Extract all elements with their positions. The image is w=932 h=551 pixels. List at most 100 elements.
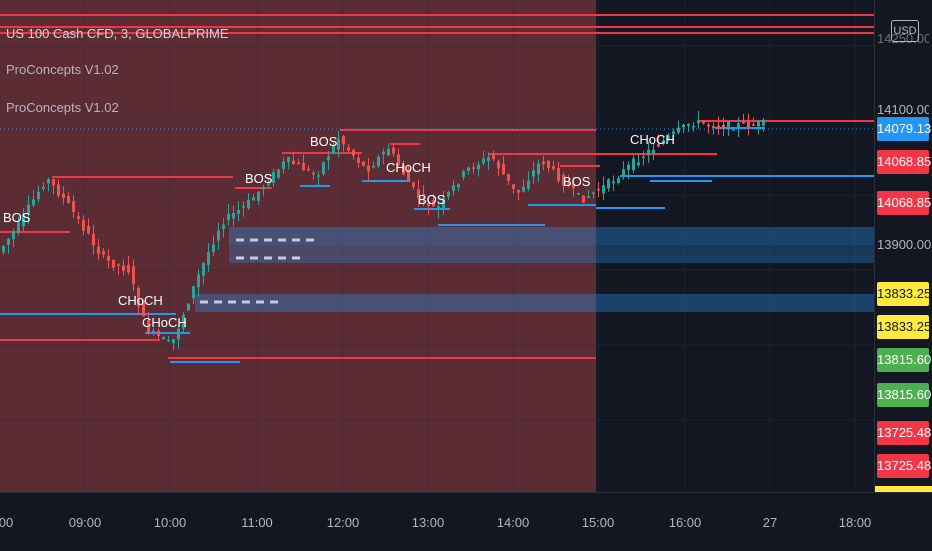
price-label: 13833.25 (877, 282, 931, 306)
price-label: 13900.00 (877, 237, 932, 252)
candle-body (367, 165, 370, 172)
candle-body (72, 201, 75, 212)
candle-body (117, 264, 120, 266)
candle-body (317, 175, 320, 177)
candle-body (762, 120, 765, 126)
time-label: 09:00 (68, 515, 102, 530)
candle-body (197, 274, 200, 288)
currency-button[interactable]: USD (891, 20, 919, 42)
candle-body (47, 179, 50, 184)
candle-body (562, 174, 565, 186)
candle-body (137, 287, 140, 307)
candle-body (227, 213, 230, 221)
candle-body (667, 135, 670, 140)
candle-body (347, 147, 350, 151)
candle-body (647, 149, 650, 156)
indicator-legend[interactable]: ProConcepts V1.02 (6, 62, 119, 77)
candle-body (337, 138, 340, 150)
candle-body (202, 263, 205, 276)
candle-body (537, 163, 540, 175)
price-label: 14068.85 (877, 191, 931, 215)
candle-body (212, 244, 215, 252)
candle-body (352, 149, 355, 156)
time-label: 16:00 (668, 515, 702, 530)
candle-body (617, 178, 620, 183)
price-axis[interactable]: USD 14250.00 14100.00 14079.13 14068.85 … (874, 0, 932, 492)
candle-body (522, 186, 525, 192)
candle-body (52, 179, 55, 186)
time-label: 00 (0, 515, 14, 530)
candle-body (612, 181, 615, 184)
candle-body (372, 165, 375, 168)
candle-body (297, 162, 300, 165)
candle-body (162, 337, 165, 340)
candle-body (757, 121, 760, 127)
candle-body (407, 169, 410, 182)
candle-body (187, 303, 190, 311)
candle-body (417, 189, 420, 198)
candle-body (12, 231, 15, 240)
candle-body (307, 168, 310, 171)
candle-body (652, 149, 655, 155)
candle-body (32, 199, 35, 206)
candle-body (242, 205, 245, 208)
candle-body (17, 221, 20, 234)
candle-body (722, 124, 725, 129)
candle-body (112, 259, 115, 268)
time-axis[interactable]: 00 09:00 10:00 11:00 12:00 13:00 14:00 1… (0, 492, 932, 551)
candle-body (692, 125, 695, 128)
last-price-label: 14079.13 (877, 117, 931, 141)
candle-body (97, 246, 100, 254)
candle-body (102, 251, 105, 255)
candle-body (207, 252, 210, 266)
candle-body (622, 169, 625, 177)
candle-body (122, 265, 125, 271)
candle-body (717, 125, 720, 128)
candle-body (442, 197, 445, 209)
candle-body (587, 196, 590, 198)
candle-body (292, 160, 295, 164)
candle-body (377, 156, 380, 167)
candle-body (87, 226, 90, 234)
candle-body (497, 161, 500, 169)
candle-body (92, 233, 95, 246)
time-label: 14:00 (496, 515, 530, 530)
candle-body (82, 219, 85, 231)
candle-body (172, 339, 175, 344)
candle-body (57, 184, 60, 196)
candle-body (422, 193, 425, 197)
candle-body (602, 185, 605, 194)
candle-body (412, 182, 415, 187)
candle-body (312, 172, 315, 175)
structure-label: CHoCH (386, 160, 431, 175)
candle-body (492, 154, 495, 160)
candle-body (712, 125, 715, 128)
candle-body (217, 230, 220, 241)
symbol-legend[interactable]: US 100 Cash CFD, 3, GLOBALPRIME (6, 26, 229, 41)
candle-body (142, 300, 145, 317)
time-label: 11:00 (241, 515, 273, 530)
price-label: 13725.48 (877, 421, 931, 445)
structure-label: BOS (245, 171, 273, 186)
candle-body (432, 200, 435, 207)
candle-body (542, 161, 545, 165)
candle-body (192, 286, 195, 299)
candle-body (677, 127, 680, 133)
candle-body (257, 191, 260, 201)
indicator-legend[interactable]: ProConcepts V1.02 (6, 100, 119, 115)
candle-body (642, 156, 645, 159)
candle-body (592, 192, 595, 195)
top-resistance-lines (0, 14, 874, 34)
price-label: 13725.48 (877, 454, 931, 478)
candle-body (152, 330, 155, 333)
candle-body (452, 185, 455, 191)
candle-body (527, 180, 530, 189)
candle-body (382, 151, 385, 155)
candle-body (682, 124, 685, 128)
candle-body (687, 124, 690, 126)
price-chart[interactable]: BOS CHoCH CHoCH BOS BOS CHoCH BOS BOS CHoCH (0, 0, 874, 492)
candle-body (22, 213, 25, 227)
candle-body (262, 187, 265, 189)
session-shade (0, 0, 596, 492)
candle-body (392, 147, 395, 154)
